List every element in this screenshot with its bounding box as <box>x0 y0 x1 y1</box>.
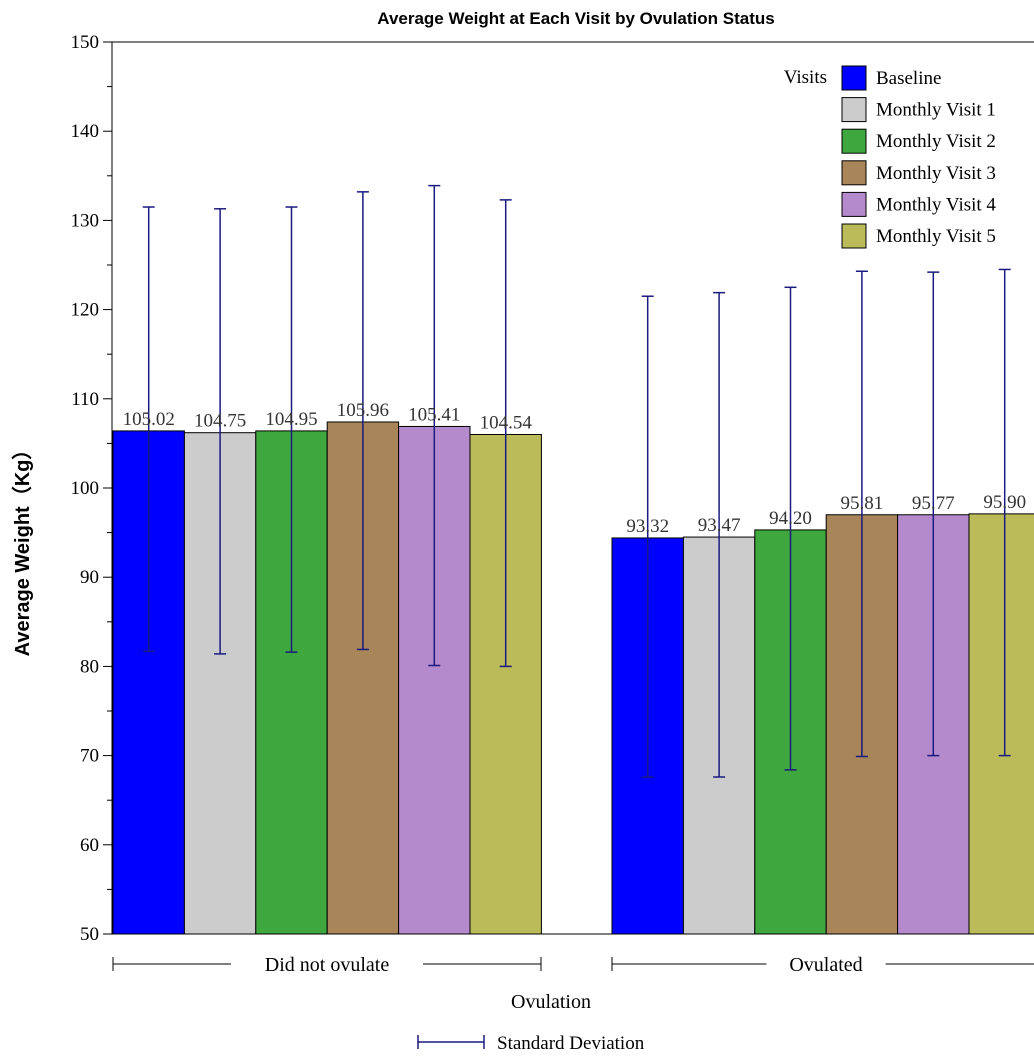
y-tick-label: 110 <box>71 389 99 410</box>
y-tick-label: 140 <box>71 121 100 142</box>
y-tick-label: 90 <box>80 567 99 588</box>
y-tick-label: 120 <box>71 300 100 321</box>
legend-label: Monthly Visit 1 <box>876 100 996 121</box>
legend-swatch <box>841 160 867 186</box>
y-tick-label: 70 <box>80 746 99 767</box>
data-label: 104.75 <box>194 411 246 432</box>
legend-swatch <box>841 128 867 154</box>
x-axis: Did not ovulate Ovulated <box>112 954 1034 976</box>
legend-swatch <box>841 65 867 91</box>
error-legend-label: Standard Deviation <box>497 1033 645 1054</box>
data-label: 104.54 <box>480 412 533 433</box>
y-tick-label: 80 <box>80 656 99 677</box>
data-labels: 105.02 93.32 104.75 93.47 104.95 94.20 105.96 9… <box>123 400 1027 537</box>
y-axis-label: Average Weight（Kg） <box>11 440 34 657</box>
legend-title: Visits <box>784 67 827 88</box>
legend-swatch <box>841 97 867 123</box>
bar <box>968 513 1034 935</box>
legend-label: Monthly Visit 5 <box>876 226 996 247</box>
data-label: 105.02 <box>123 409 175 430</box>
legend-label: Monthly Visit 3 <box>876 163 996 184</box>
legend-label: Monthly Visit 4 <box>876 194 996 215</box>
y-tick-label: 60 <box>80 835 99 856</box>
legend-label: Monthly Visit 2 <box>876 131 996 152</box>
data-label: 105.41 <box>408 404 460 425</box>
data-label: 104.95 <box>265 409 317 430</box>
data-label: 95.90 <box>983 492 1026 513</box>
y-tick-label: 130 <box>71 210 100 231</box>
data-label: 95.81 <box>841 493 884 514</box>
category-label: Did not ovulate <box>265 954 390 976</box>
data-label: 95.77 <box>912 493 955 514</box>
error-legend: Standard Deviation <box>417 1033 645 1054</box>
legend: Visits Baseline Monthly Visit 1 Monthly Vis… <box>784 65 996 249</box>
y-tick-label: 150 <box>71 32 100 53</box>
legend-swatch <box>841 191 867 217</box>
data-label: 93.32 <box>626 516 669 537</box>
y-tick-label: 100 <box>71 478 100 499</box>
data-label: 105.96 <box>337 400 389 421</box>
legend-label: Baseline <box>876 68 941 89</box>
data-label: 93.47 <box>698 515 741 536</box>
bars <box>112 421 1034 935</box>
legend-swatch <box>841 223 867 249</box>
chart-title: Average Weight at Each Visit by Ovulatio… <box>377 9 774 28</box>
category-label: Ovulated <box>789 954 862 976</box>
x-axis-label: Ovulation <box>511 991 591 1013</box>
data-label: 94.20 <box>769 508 812 529</box>
error-bars <box>142 184 1011 778</box>
y-tick-label: 50 <box>80 924 99 945</box>
